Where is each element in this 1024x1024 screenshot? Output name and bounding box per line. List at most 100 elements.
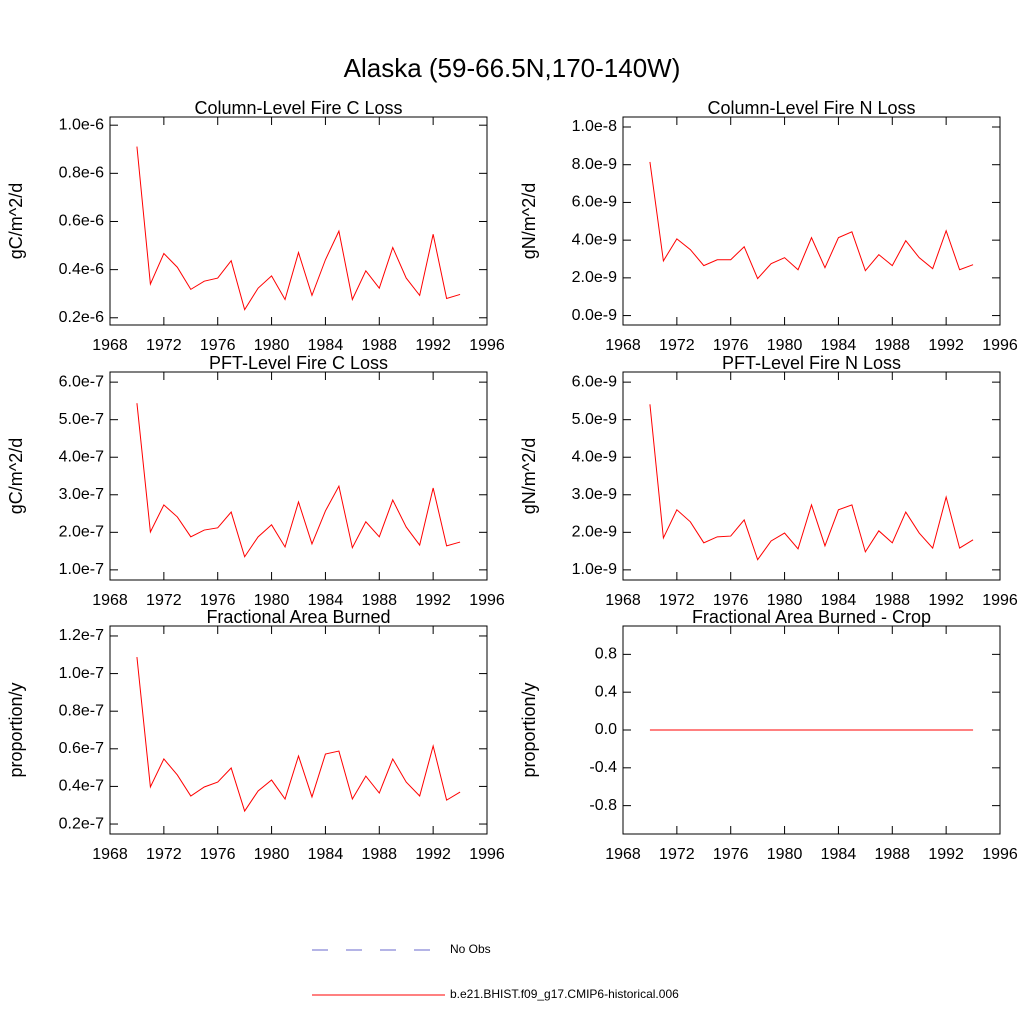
y-tick-label: 1.0e-7: [59, 665, 104, 682]
x-tick-label: 1984: [821, 846, 857, 863]
y-tick-label: 1.0e-6: [59, 116, 104, 133]
data-line: [649, 404, 974, 561]
y-tick-label: -0.4: [589, 759, 617, 776]
x-tick-label: 1996: [982, 592, 1018, 609]
x-tick-label: 1996: [469, 592, 505, 609]
x-tick-label: 1988: [874, 846, 910, 863]
y-tick-label: 0.2e-7: [59, 815, 104, 832]
x-tick-label: 1984: [821, 592, 857, 609]
x-tick-label: 1988: [874, 337, 910, 354]
x-tick-label: 1972: [659, 337, 695, 354]
x-tick-label: 1976: [200, 337, 236, 354]
plot-frame: [109, 625, 488, 835]
x-tick-label: 1972: [146, 337, 182, 354]
x-tick-label: 1988: [361, 846, 397, 863]
y-axis-label: gC/m^2/d: [6, 438, 26, 514]
y-tick-label: 4.0e-9: [572, 231, 617, 248]
x-tick-label: 1972: [659, 592, 695, 609]
x-tick-label: 1980: [767, 592, 803, 609]
x-tick-label: 1976: [200, 592, 236, 609]
x-tick-label: 1972: [146, 592, 182, 609]
y-tick-label: 0.6e-6: [59, 213, 104, 230]
plot-frame: [622, 371, 1001, 581]
y-tick-label: 1.2e-7: [59, 627, 104, 644]
y-tick-label: 0.4e-7: [59, 778, 104, 795]
y-tick-label: 0.8e-7: [59, 702, 104, 719]
x-tick-label: 1972: [146, 846, 182, 863]
y-tick-label: 1.0e-8: [572, 118, 617, 135]
x-tick-label: 1972: [659, 846, 695, 863]
y-tick-label: 5.0e-9: [572, 411, 617, 428]
x-tick-label: 1984: [308, 592, 344, 609]
y-tick-label: 2.0e-7: [59, 524, 104, 541]
x-tick-label: 1976: [200, 846, 236, 863]
panel-title: Column-Level Fire C Loss: [194, 98, 402, 118]
x-tick-label: 1976: [713, 592, 749, 609]
x-tick-label: 1980: [767, 337, 803, 354]
y-axis-label: gN/m^2/d: [519, 183, 539, 259]
y-tick-label: -0.8: [589, 797, 617, 814]
y-tick-label: 6.0e-7: [59, 373, 104, 390]
x-tick-label: 1984: [821, 337, 857, 354]
y-tick-label: 4.0e-9: [572, 448, 617, 465]
y-axis-label: proportion/y: [6, 682, 26, 777]
y-tick-label: 3.0e-9: [572, 486, 617, 503]
y-tick-label: 3.0e-7: [59, 486, 104, 503]
x-tick-label: 1988: [361, 592, 397, 609]
y-tick-label: 0.4e-6: [59, 261, 104, 278]
y-tick-label: 0.6e-7: [59, 740, 104, 757]
x-tick-label: 1988: [361, 337, 397, 354]
x-tick-label: 1968: [605, 337, 641, 354]
x-tick-label: 1968: [92, 337, 128, 354]
plot-frame: [109, 116, 488, 326]
y-tick-label: 1.0e-7: [59, 561, 104, 578]
x-tick-label: 1968: [92, 846, 128, 863]
y-tick-label: 6.0e-9: [572, 194, 617, 211]
y-tick-label: 0.4: [595, 683, 617, 700]
figure-title: Alaska (59-66.5N,170-140W): [344, 53, 681, 83]
panel-title: PFT-Level Fire C Loss: [209, 353, 388, 373]
x-tick-label: 1992: [928, 846, 964, 863]
plot-frame: [109, 371, 488, 581]
x-tick-label: 1968: [605, 846, 641, 863]
y-tick-label: 2.0e-9: [572, 269, 617, 286]
data-line: [136, 403, 461, 558]
x-tick-label: 1980: [254, 846, 290, 863]
panel-title: PFT-Level Fire N Loss: [722, 353, 901, 373]
y-tick-label: 6.0e-9: [572, 373, 617, 390]
x-tick-label: 1992: [415, 592, 451, 609]
panel-title: Fractional Area Burned - Crop: [692, 607, 931, 627]
x-tick-label: 1976: [713, 337, 749, 354]
x-tick-label: 1996: [469, 846, 505, 863]
data-line: [649, 161, 974, 280]
x-tick-label: 1992: [928, 592, 964, 609]
x-tick-label: 1988: [874, 592, 910, 609]
y-tick-label: 4.0e-7: [59, 448, 104, 465]
y-tick-label: 0.8e-6: [59, 165, 104, 182]
y-tick-label: 5.0e-7: [59, 411, 104, 428]
x-tick-label: 1984: [308, 846, 344, 863]
panel-title: Fractional Area Burned: [206, 607, 390, 627]
plot-frame: [622, 116, 1001, 326]
x-tick-label: 1992: [928, 337, 964, 354]
y-tick-label: 2.0e-9: [572, 524, 617, 541]
y-tick-label: 8.0e-9: [572, 156, 617, 173]
x-tick-label: 1984: [308, 337, 344, 354]
x-tick-label: 1980: [254, 337, 290, 354]
data-line: [136, 146, 461, 311]
x-tick-label: 1968: [605, 592, 641, 609]
x-tick-label: 1980: [767, 846, 803, 863]
y-tick-label: 0.0: [595, 721, 617, 738]
y-tick-label: 0.8: [595, 646, 617, 663]
legend-label: b.e21.BHIST.f09_g17.CMIP6-historical.006: [450, 987, 679, 1001]
x-tick-label: 1992: [415, 846, 451, 863]
y-axis-label: gN/m^2/d: [519, 438, 539, 514]
x-tick-label: 1980: [254, 592, 290, 609]
x-tick-label: 1976: [713, 846, 749, 863]
y-axis-label: proportion/y: [519, 682, 539, 777]
y-tick-label: 0.2e-6: [59, 309, 104, 326]
x-tick-label: 1996: [982, 846, 1018, 863]
x-tick-label: 1992: [415, 337, 451, 354]
y-tick-label: 1.0e-9: [572, 561, 617, 578]
